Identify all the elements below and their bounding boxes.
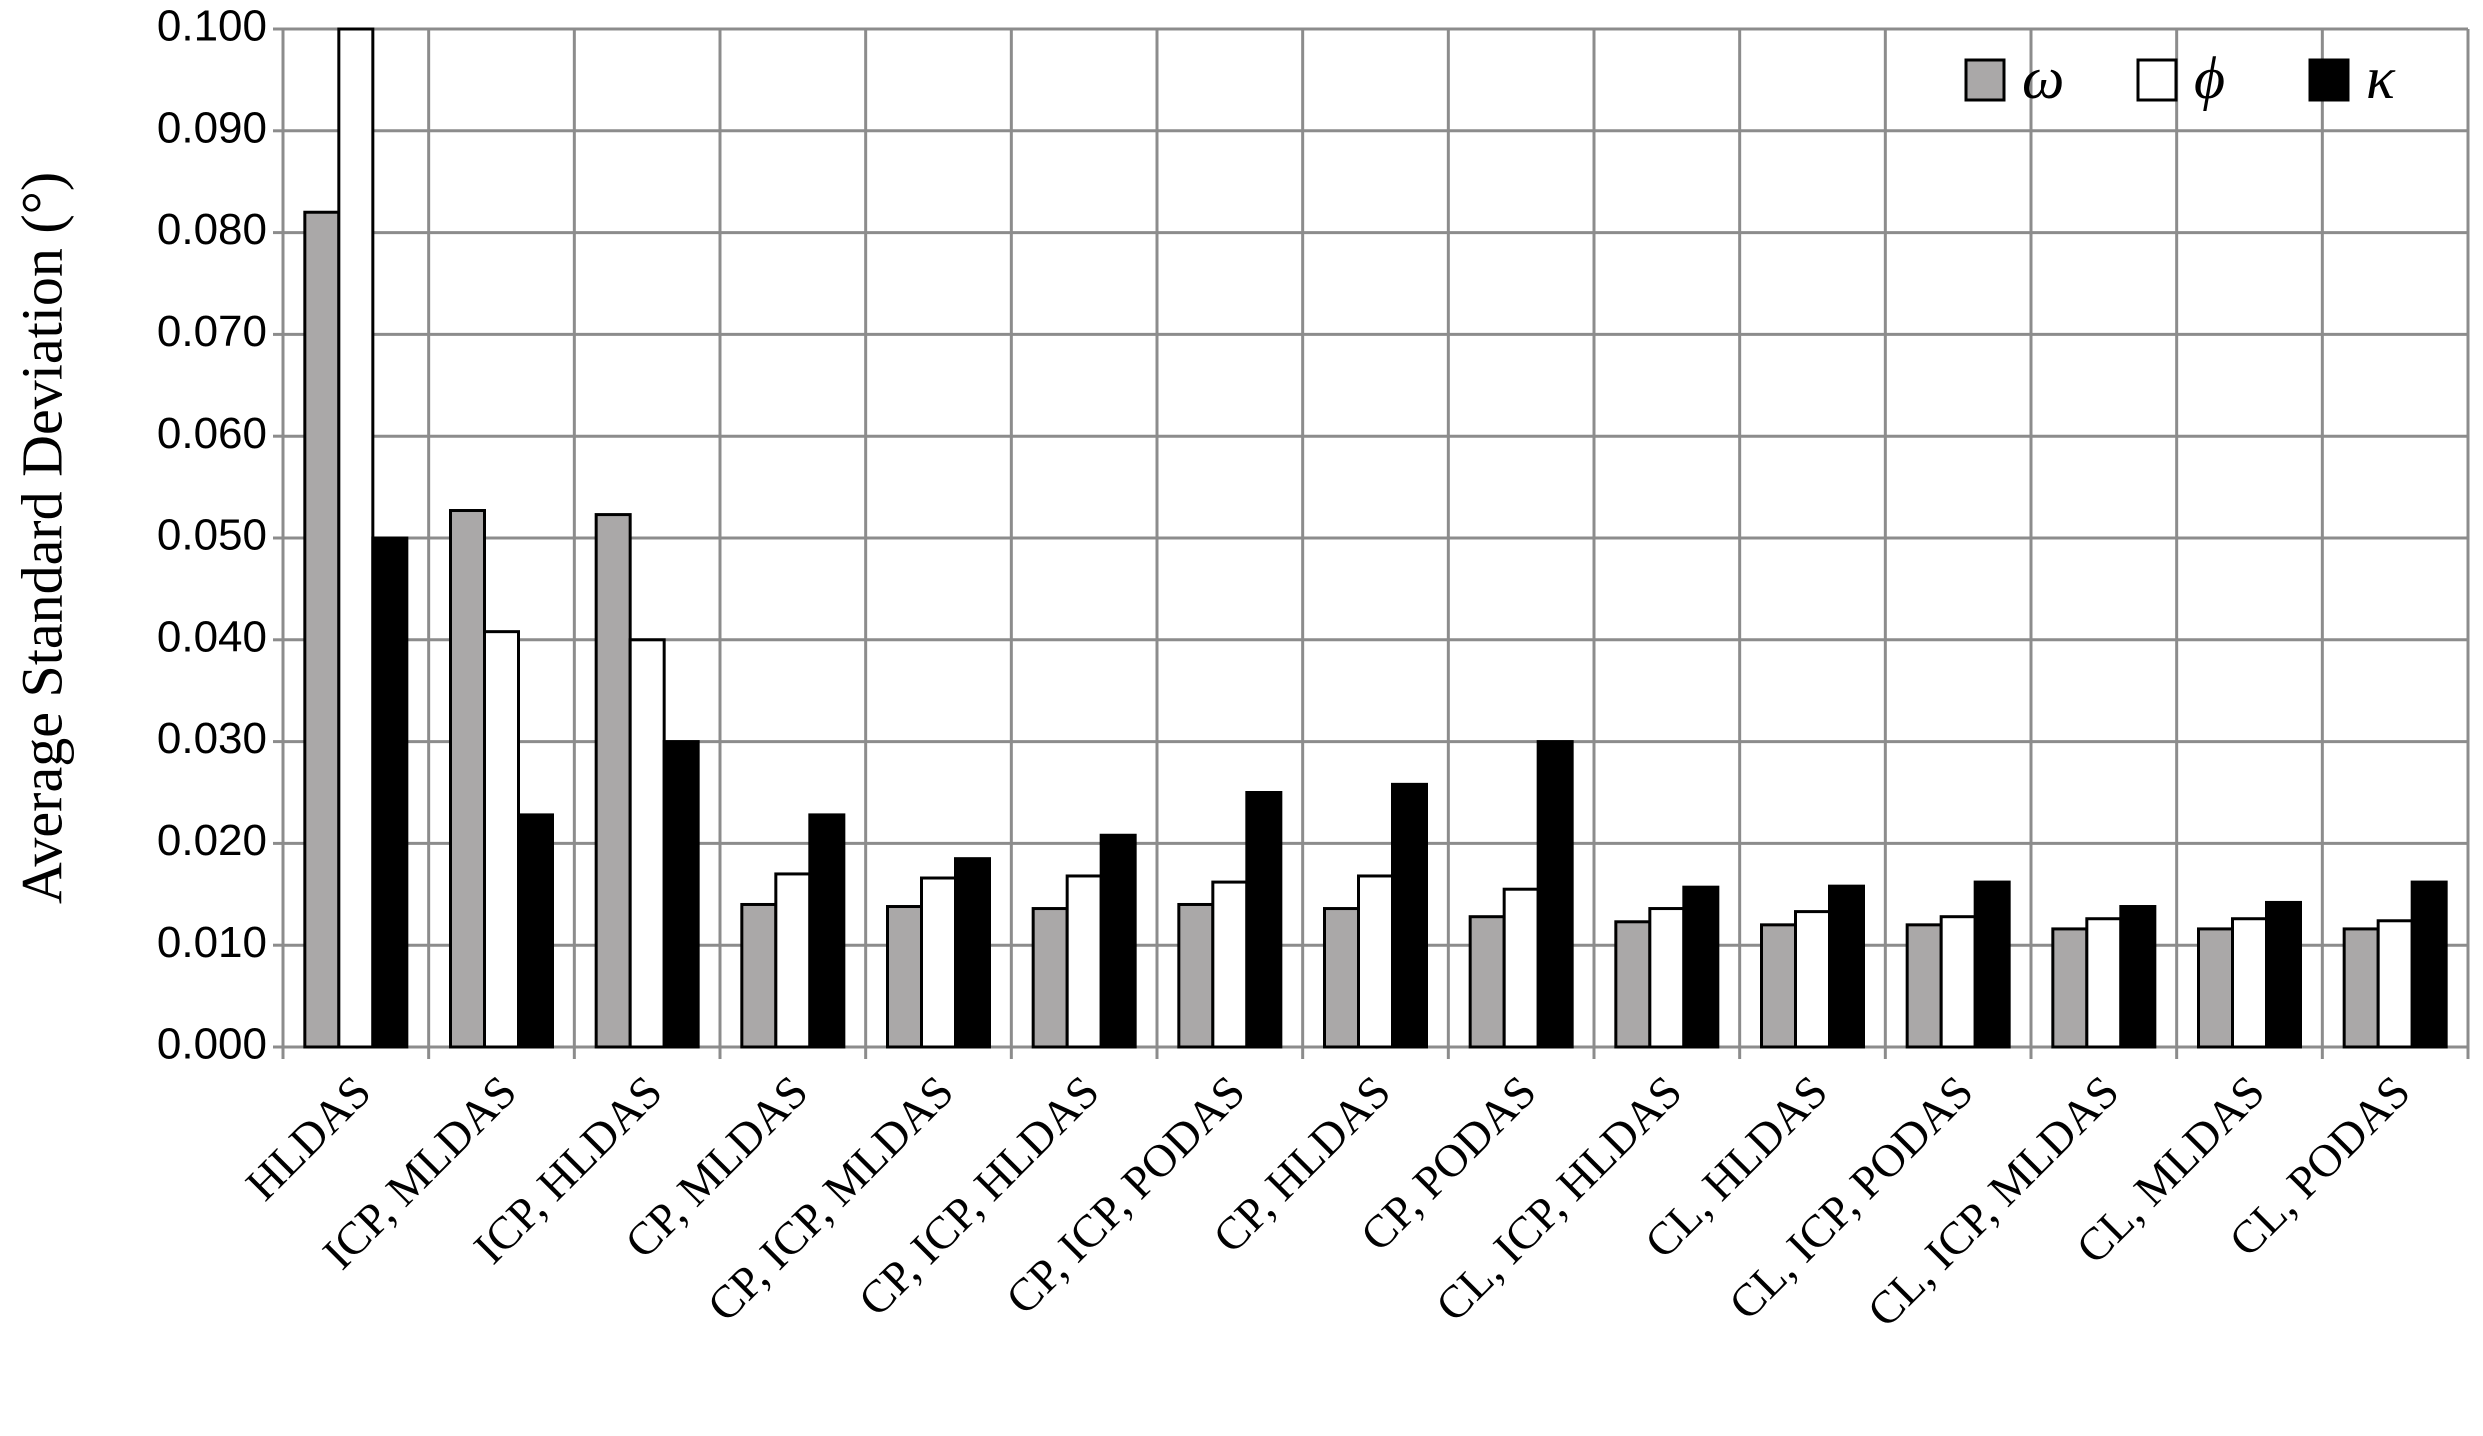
legend-swatch (2136, 58, 2178, 102)
bar (1760, 923, 1797, 1049)
bar (2265, 900, 2302, 1049)
bar (1391, 782, 1428, 1049)
bar (1502, 887, 1540, 1049)
bar (2051, 927, 2089, 1049)
bar (1468, 915, 1506, 1049)
legend-swatch (2308, 58, 2350, 102)
x-tick-label: CL, ICP, MLDAS (1857, 1065, 2128, 1336)
bar (1682, 885, 1720, 1049)
bar (1245, 791, 1283, 1049)
legend-label: ω (2022, 45, 2064, 111)
x-tick-label: CL, ICP, PODAS (1719, 1065, 1983, 1329)
bar (517, 813, 554, 1049)
y-tick-label: 0.100 (157, 2, 267, 51)
bar (2410, 880, 2448, 1049)
y-tick-label: 0.080 (157, 205, 267, 254)
y-tick-label: 0.060 (157, 409, 267, 458)
bar (1211, 880, 1249, 1049)
legend-swatch (1964, 58, 2006, 102)
x-tick-label: CP, ICP, MLDAS (697, 1065, 963, 1331)
y-tick-label: 0.090 (157, 103, 267, 152)
y-tick-label: 0.020 (157, 816, 267, 865)
y-tick-label: 0.000 (157, 1020, 267, 1069)
bar (886, 905, 923, 1049)
bar (2342, 927, 2380, 1049)
bar (594, 513, 632, 1049)
bar (808, 813, 846, 1049)
bar (1323, 907, 1360, 1049)
bar (628, 638, 666, 1049)
bar (483, 630, 520, 1049)
bar (1031, 907, 1069, 1049)
y-tick-label: 0.030 (157, 714, 267, 763)
bar (371, 536, 409, 1049)
bar (2085, 917, 2123, 1049)
bar (303, 210, 341, 1049)
y-axis-label: Average Standard Deviation (°) (9, 172, 74, 904)
y-tick-label: 0.010 (157, 918, 267, 967)
bar (1177, 902, 1215, 1049)
bar (1939, 915, 1977, 1049)
bar (337, 27, 375, 1049)
bar (2119, 905, 2157, 1049)
bar (1099, 833, 1137, 1049)
bar (1065, 874, 1103, 1049)
bar (2231, 917, 2268, 1049)
bar (954, 857, 991, 1049)
bar (1973, 880, 2011, 1049)
bar (2197, 927, 2234, 1049)
legend-label: ϕ (2194, 45, 2225, 111)
bar (1905, 923, 1943, 1049)
bar (449, 509, 486, 1049)
bar (1614, 920, 1652, 1049)
bar (920, 876, 957, 1049)
x-tick-label: CL, ICP, HLDAS (1426, 1065, 1692, 1331)
y-tick-label: 0.070 (157, 307, 267, 356)
bar (1794, 910, 1831, 1049)
bar (1828, 884, 1865, 1049)
bar (774, 872, 812, 1049)
bar (662, 740, 700, 1049)
y-tick-label: 0.040 (157, 612, 267, 661)
legend-label: κ (2366, 45, 2396, 111)
bar (740, 902, 778, 1049)
bar (1357, 874, 1394, 1049)
bar (1648, 907, 1686, 1049)
x-tick-label: HLDAS (236, 1065, 380, 1209)
bar (2376, 919, 2414, 1049)
bar (1536, 740, 1574, 1049)
y-tick-label: 0.050 (157, 511, 267, 560)
